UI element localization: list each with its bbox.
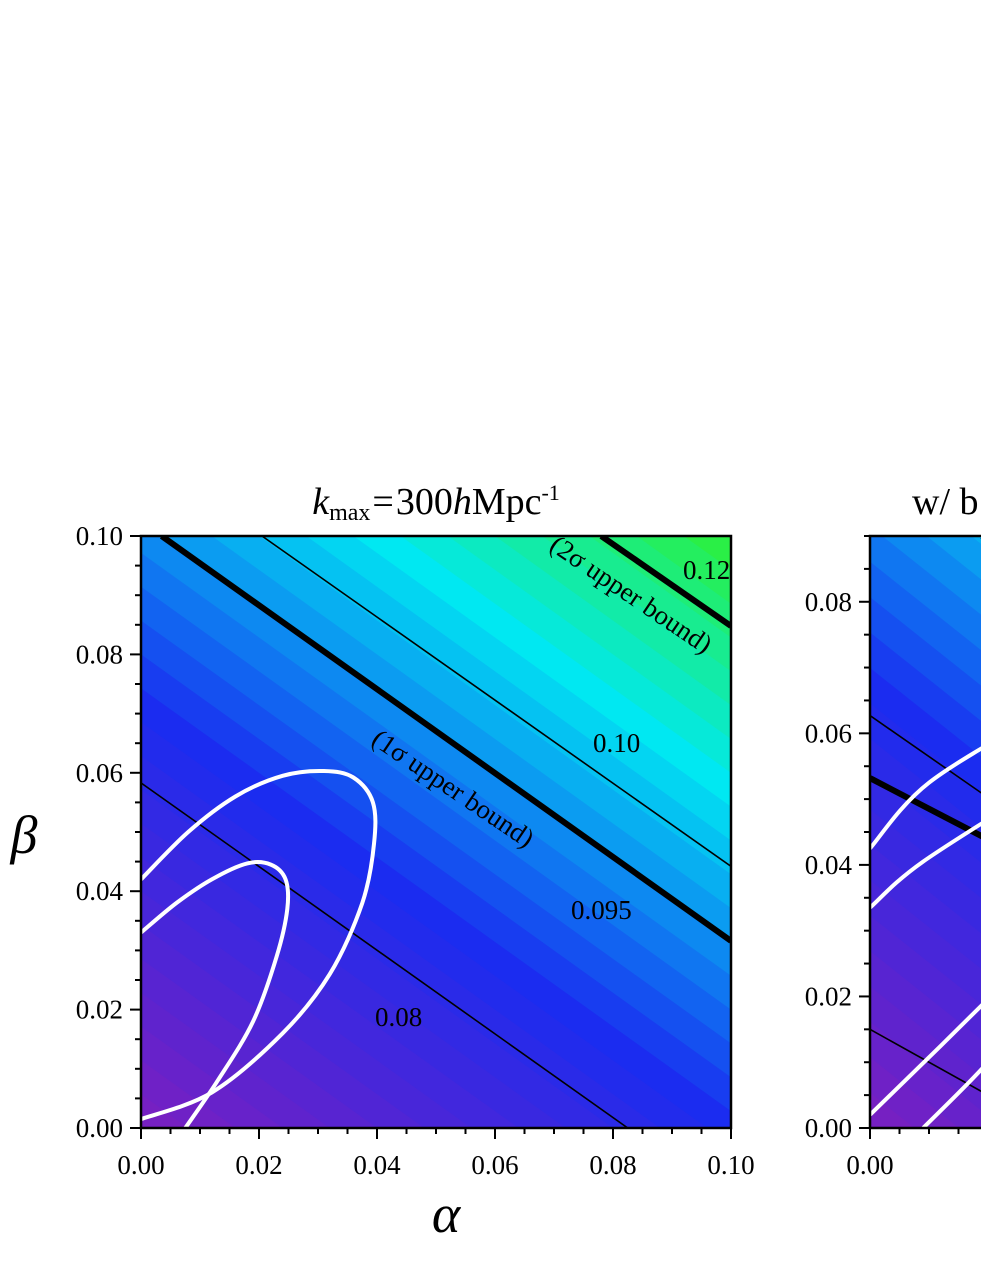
contour-label-0.095: 0.095 [571, 895, 632, 925]
x-tick-label: 0.00 [117, 1150, 164, 1180]
right-heatmap [870, 536, 981, 1128]
y-tick-label: 0.06 [805, 718, 852, 748]
contour-line-0.08 [141, 782, 629, 1128]
y-tick-label: 0.04 [805, 850, 853, 880]
contour-label-0.10: 0.10 [593, 728, 640, 758]
left-contour-lines [141, 536, 731, 1128]
x-tick-label: 0.00 [846, 1150, 893, 1180]
right-panel-title: w/ b [912, 481, 979, 523]
heatmap-band [870, 1057, 959, 1128]
left-panel: kmax=300hMpc-1 0.12 (2σ upper bound) 0.1… [10, 480, 755, 1244]
contour-label-0.08: 0.08 [375, 1002, 422, 1032]
confidence-contour-lower-b [870, 1003, 981, 1117]
contour-label-0.12: 0.12 [683, 555, 730, 585]
contour-line [870, 714, 981, 794]
left-heatmap [141, 536, 731, 1128]
right-contour-lines [870, 537, 981, 1093]
heatmap-band [870, 1092, 915, 1128]
x-tick-label: 0.04 [353, 1150, 401, 1180]
contour-line-0.12 [599, 536, 731, 629]
left-y-axis: 0.00 0.02 0.04 0.06 0.08 0.10 [76, 521, 141, 1143]
confidence-contour-inner [870, 821, 981, 910]
y-axis-label: β [10, 805, 38, 865]
confidence-contour-inner [141, 859, 291, 1128]
y-tick-label: 0.08 [805, 587, 852, 617]
y-tick-label: 0.02 [805, 981, 852, 1011]
y-tick-label: 0.10 [76, 521, 123, 551]
confidence-contour-lower-a [921, 1066, 981, 1128]
contour-line [870, 1028, 981, 1093]
left-confidence-regions [141, 768, 378, 1128]
contour-line-0.095 [159, 536, 731, 944]
contour-line-0.10 [261, 536, 731, 867]
contour-line [870, 775, 981, 840]
x-tick-label: 0.10 [707, 1150, 754, 1180]
y-tick-label: 0.02 [76, 995, 123, 1025]
right-panel: w/ b 0.000 0.00 0.02 0.04 0.06 0.08 [805, 481, 981, 1180]
y-tick-label: 0.06 [76, 758, 123, 788]
right-x-axis: 0.000 [846, 1128, 960, 1180]
y-tick-label: 0.04 [76, 876, 124, 906]
right-y-axis: 0.00 0.02 0.04 0.06 0.08 [805, 535, 870, 1143]
left-panel-title: kmax=300hMpc-1 [312, 480, 560, 526]
heatmap-band [141, 1094, 189, 1128]
left-x-axis: 0.00 0.02 0.04 0.06 0.08 0.10 [117, 1128, 755, 1180]
right-confidence-regions [870, 746, 981, 1128]
y-tick-label: 0.00 [805, 1113, 852, 1143]
x-tick-label: 0.06 [471, 1150, 518, 1180]
confidence-contour-outer [141, 768, 378, 1121]
x-tick-label: 0.08 [589, 1150, 636, 1180]
x-tick-label: 0.02 [235, 1150, 282, 1180]
x-axis-label: α [432, 1184, 462, 1244]
y-tick-label: 0.00 [76, 1113, 123, 1143]
confidence-contour-outer [870, 746, 981, 850]
y-tick-label: 0.08 [76, 639, 123, 669]
